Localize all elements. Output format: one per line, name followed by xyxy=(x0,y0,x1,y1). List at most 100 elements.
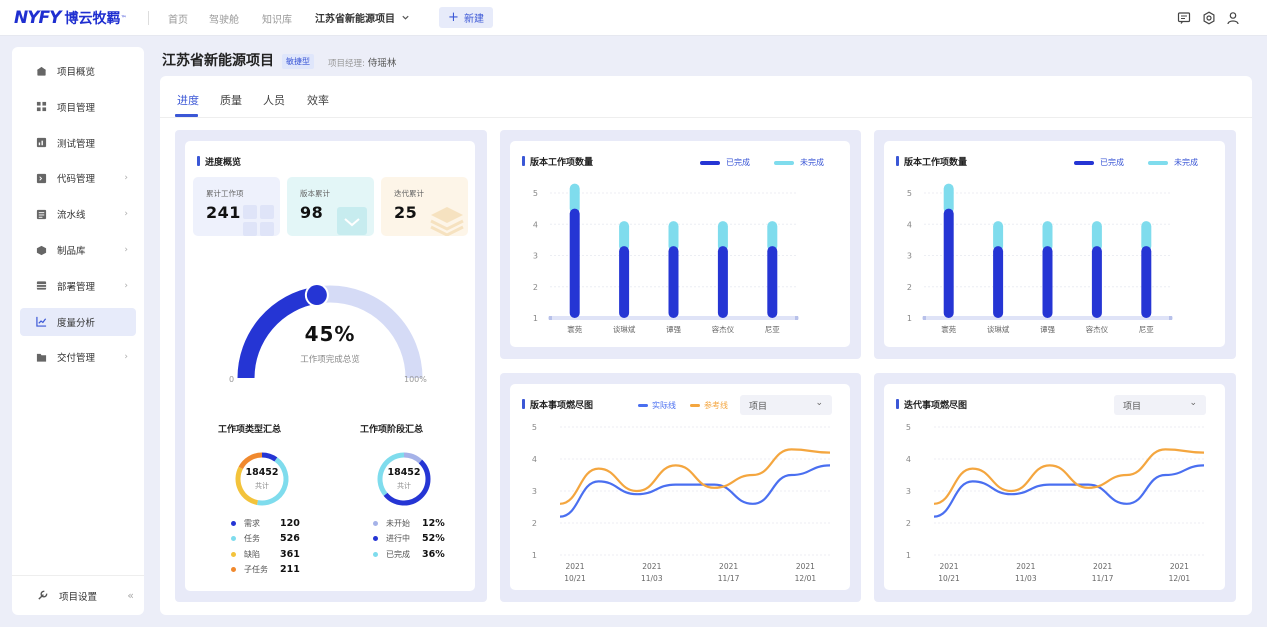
bar-chart-card: 版本工作项数量 已完成 未完成 1 2 3 4 5 寰苑 谈琳斌 谭强 容杰仪 尼亚 xyxy=(510,141,850,347)
sidebar-item-0[interactable]: 项目概览 xyxy=(20,57,136,85)
stage-slice xyxy=(383,459,431,506)
logo[interactable]: NYFY 博云牧羁 ™ xyxy=(14,8,126,28)
project-switcher[interactable]: 江苏省新能源项目 xyxy=(315,10,410,25)
manager-name: 侍瑶林 xyxy=(367,58,397,69)
legend-label: 未完成 xyxy=(1174,158,1198,167)
collapse-icon[interactable]: « xyxy=(127,589,134,602)
type-summary-title: 工作项类型汇总 xyxy=(218,425,282,435)
sidebar-item-6[interactable]: 部署管理 › xyxy=(20,272,136,300)
legend-row: 未开始 12% xyxy=(373,518,445,529)
bar-done xyxy=(943,208,954,318)
user-icon[interactable] xyxy=(1224,9,1242,27)
bar-undone xyxy=(767,221,778,252)
chart-title: 版本事项燃尽图 xyxy=(522,398,593,411)
nav-knowledge[interactable]: 知识库 xyxy=(262,15,292,26)
donut-total-label: 共计 xyxy=(255,482,269,490)
nav-cockpit[interactable]: 驾驶舱 xyxy=(209,15,239,26)
tab-people[interactable]: 人员 xyxy=(263,94,285,107)
sidebar-footer-label: 项目设置 xyxy=(59,591,98,603)
bar-chart-panel-2: 版本工作项数量 已完成 未完成 1 2 3 4 5 寰苑 谈琳斌 谭强 容杰仪 尼亚 xyxy=(874,130,1236,359)
legend-actual[interactable]: 实际线 xyxy=(638,400,676,411)
active-tab-indicator xyxy=(175,114,198,117)
tab-bar: 进度 质量 人员 效率 xyxy=(160,76,1252,118)
chevron-right-icon: › xyxy=(124,280,128,291)
x-tick-label: 容杰仪 xyxy=(1086,324,1109,334)
stage-slice xyxy=(403,452,423,464)
legend-done[interactable]: 已完成 xyxy=(1074,157,1124,168)
message-icon[interactable] xyxy=(1175,9,1193,27)
sidebar-item-2[interactable]: 测试管理 xyxy=(20,129,136,157)
chevron-right-icon: › xyxy=(124,245,128,255)
delivery-icon xyxy=(36,352,47,363)
bar-undone xyxy=(668,221,679,252)
y-tick-label: 3 xyxy=(533,252,538,261)
scope-select[interactable]: 项目 ⌄ xyxy=(740,395,832,415)
trademark: ™ xyxy=(120,14,127,22)
series-line-0 xyxy=(559,464,831,518)
bar-done xyxy=(993,246,1004,318)
bar-undone xyxy=(717,221,728,252)
series-line-0 xyxy=(933,464,1205,518)
donut-total: 18452 xyxy=(387,467,421,478)
y-tick-label: 1 xyxy=(533,314,538,323)
chart-title: 迭代事项燃尽图 xyxy=(896,398,967,411)
progress-card: 进度概览 累计工作项 241 版本累计 98 迭代累计 25 45% 工作项完成… xyxy=(185,141,475,591)
project-name: 江苏省新能源项目 xyxy=(315,14,395,25)
legend-value: 12% xyxy=(422,518,445,529)
tab-quality[interactable]: 质量 xyxy=(220,94,242,107)
stat-iteration-total: 迭代累计 25 xyxy=(381,177,468,236)
sidebar-item-label: 项目概览 xyxy=(57,67,96,78)
x-tick-label: 2021 xyxy=(565,562,584,571)
gauge-percent: 45% xyxy=(304,322,356,346)
scope-select[interactable]: 项目 ⌄ xyxy=(1114,395,1206,415)
nav-home[interactable]: 首页 xyxy=(168,15,188,26)
bar-done xyxy=(1091,246,1102,318)
bar-undone xyxy=(943,183,954,214)
sidebar-item-7[interactable]: 度量分析 xyxy=(20,307,136,336)
bar-chart: 1 2 3 4 5 寰苑 谈琳斌 谭强 容杰仪 尼亚 xyxy=(533,183,799,334)
series-line-1 xyxy=(933,448,1205,505)
legend-value: 120 xyxy=(280,518,300,529)
legend-undone[interactable]: 未完成 xyxy=(1148,157,1198,168)
legend-row: 已完成 36% xyxy=(373,549,445,560)
gear-icon[interactable] xyxy=(1200,9,1218,27)
legend-label: 参考线 xyxy=(704,401,728,410)
bar-undone xyxy=(569,183,580,214)
donut-total-label: 共计 xyxy=(397,482,411,490)
sidebar-item-label: 部署管理 xyxy=(57,281,96,293)
sidebar-item-project-settings[interactable]: 项目设置 « xyxy=(12,575,144,615)
sidebar-item-8[interactable]: 交付管理 › xyxy=(20,343,136,371)
legend-label: 已完成 xyxy=(726,158,750,167)
gauge-knob xyxy=(306,285,327,306)
burndown-chart: 1 2 3 4 5 2021 10/21 2021 11/03 2021 11/17 2021 12/0… xyxy=(532,423,831,583)
burndown-panel-1: 版本事项燃尽图 实际线 参考线 项目 ⌄ 1 2 3 4 5 2021 10/21 2021 11… xyxy=(500,373,861,602)
tab-progress[interactable]: 进度 xyxy=(177,94,199,107)
sidebar-item-3[interactable]: 代码管理 › xyxy=(20,164,136,192)
tab-efficiency[interactable]: 效率 xyxy=(307,94,329,107)
x-tick-label: 谭强 xyxy=(666,325,681,334)
stat-version-total: 版本累计 98 xyxy=(287,177,374,236)
select-value: 项目 xyxy=(749,401,768,412)
chart-title: 版本工作项数量 xyxy=(522,155,593,168)
logo-text: 博云牧羁 xyxy=(64,11,121,27)
x-tick-label: 2021 xyxy=(642,562,661,571)
legend-reference[interactable]: 参考线 xyxy=(690,400,728,411)
legend-label: 进行中 xyxy=(386,534,410,544)
legend-undone[interactable]: 未完成 xyxy=(774,157,824,168)
completion-gauge xyxy=(237,283,423,379)
progress-panel: 进度概览 累计工作项 241 版本累计 98 迭代累计 25 45% 工作项完成… xyxy=(175,130,487,602)
x-tick-label: 2021 xyxy=(796,562,815,571)
sidebar-item-1[interactable]: 项目管理 xyxy=(20,93,136,121)
sidebar-item-4[interactable]: 流水线 › xyxy=(20,200,136,228)
legend-done[interactable]: 已完成 xyxy=(700,157,750,168)
new-button[interactable]: + 新建 xyxy=(439,7,493,28)
bar-undone xyxy=(619,221,630,252)
legend-dot xyxy=(231,536,236,542)
type-donut xyxy=(235,452,289,506)
sidebar-item-5[interactable]: 制品库 › xyxy=(20,236,136,264)
sidebar: 项目设置 « 项目概览项目管理测试管理代码管理 › 流水线 › 制品库 › 部署管理 › 度量分… xyxy=(12,47,144,615)
scroll-handle xyxy=(795,316,798,320)
y-tick-label: 5 xyxy=(533,189,538,198)
pipeline-icon xyxy=(36,209,47,220)
y-tick-label: 2 xyxy=(532,519,537,528)
